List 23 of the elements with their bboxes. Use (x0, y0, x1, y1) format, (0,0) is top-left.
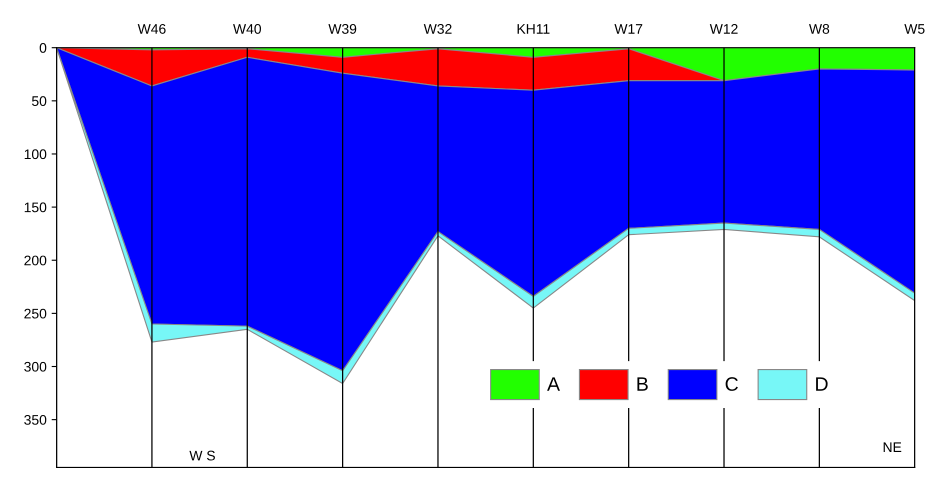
annotation: NE (884, 442, 902, 452)
x-tick-label: W17 (614, 24, 642, 34)
y-tick-label: 350 (24, 414, 46, 425)
x-tick-label: W5 (904, 24, 925, 34)
legend-label: D (816, 377, 828, 391)
legend-label: A (547, 377, 560, 391)
y-tick-label: 200 (24, 256, 46, 266)
annotation: W S (189, 450, 215, 461)
y-tick-label: 50 (32, 96, 46, 106)
x-tick-label: W32 (424, 24, 452, 34)
legend-label: C (726, 377, 738, 391)
x-tick-label: KH11 (518, 24, 550, 34)
y-tick-label: 150 (24, 202, 46, 212)
y-tick-label: 100 (24, 149, 46, 160)
x-tick-label: W12 (710, 24, 738, 34)
x-tick-label: W40 (233, 24, 262, 34)
y-tick-label: 0 (40, 43, 46, 53)
y-tick-label: 250 (24, 308, 46, 319)
x-tick-label: W46 (138, 24, 166, 34)
x-tick-label: W8 (809, 24, 830, 34)
y-tick-label: 300 (24, 362, 46, 372)
legend-label: B (637, 377, 648, 391)
x-tick-label: W39 (328, 24, 356, 34)
